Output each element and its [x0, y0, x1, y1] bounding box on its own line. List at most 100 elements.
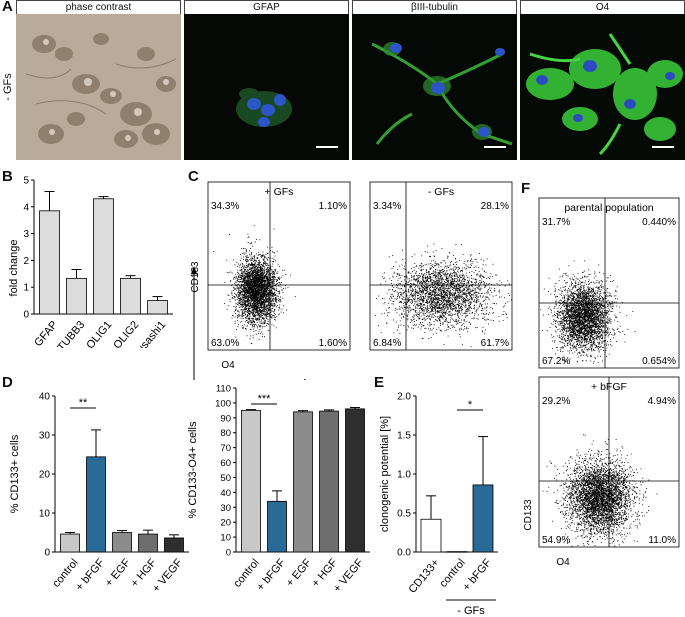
event-dot: [267, 282, 269, 284]
event-dot: [259, 263, 260, 265]
event-dot: [446, 304, 448, 306]
event-dot: [263, 336, 265, 338]
event-dot: [438, 304, 440, 306]
event-dot: [246, 279, 248, 281]
event-dot: [266, 284, 267, 286]
event-dot: [240, 272, 242, 274]
event-dot: [244, 275, 246, 277]
event-dot: [415, 280, 417, 282]
event-dot: [260, 273, 262, 275]
event-dot: [238, 288, 240, 290]
event-dot: [457, 323, 459, 324]
event-dot: [272, 282, 274, 284]
event-dot: [240, 302, 242, 304]
event-dot: [248, 317, 250, 319]
event-dot: [455, 304, 457, 306]
event-dot: [433, 305, 435, 306]
event-dot: [246, 298, 248, 300]
event-dot: [270, 292, 271, 294]
event-dot: [260, 293, 262, 295]
event-dot: [264, 322, 266, 324]
event-dot: [261, 279, 263, 281]
event-dot: [441, 316, 443, 318]
event-dot: [428, 295, 430, 297]
event-dot: [238, 276, 239, 278]
event-dot: [433, 270, 435, 272]
event-dot: [406, 295, 408, 297]
event-dot: [248, 307, 250, 309]
event-dot: [445, 300, 447, 302]
event-dot: [253, 282, 255, 284]
event-dot: [247, 283, 249, 285]
event-dot: [238, 294, 240, 296]
event-dot: [238, 290, 239, 292]
event-dot: [252, 273, 254, 275]
event-dot: [252, 276, 254, 278]
event-dot: [273, 303, 275, 304]
event-dot: [238, 298, 240, 300]
event-dot: [253, 291, 255, 293]
event-dot: [250, 268, 252, 270]
event-dot: [262, 282, 264, 284]
event-dot: [256, 304, 258, 306]
event-dot: [262, 295, 264, 297]
event-dot: [248, 310, 250, 312]
event-dot: [235, 303, 237, 305]
event-dot: [245, 266, 247, 268]
event-dot: [236, 289, 238, 291]
event-dot: [257, 289, 259, 291]
event-dot: [261, 307, 262, 309]
event-dot: [412, 296, 414, 298]
event-dot: [407, 300, 409, 302]
event-dot: [455, 286, 457, 288]
event-dot: [267, 301, 269, 302]
event-dot: [480, 296, 482, 298]
event-dot: [235, 308, 237, 310]
event-dot: [427, 279, 429, 281]
event-dot: [267, 294, 268, 295]
event-dot: [404, 290, 406, 292]
event-dot: [249, 338, 251, 340]
event-dot: [260, 275, 262, 277]
event-dot: [256, 306, 258, 308]
event-dot: [257, 262, 259, 264]
event-dot: [262, 268, 263, 270]
event-dot: [482, 331, 484, 333]
event-dot: [418, 293, 420, 294]
event-dot: [257, 307, 259, 309]
event-dot: [257, 301, 259, 303]
event-dot: [255, 286, 257, 288]
event-dot: [254, 322, 256, 324]
event-dot: [445, 281, 447, 283]
event-dot: [249, 259, 251, 261]
event-dot: [257, 278, 259, 279]
event-dot: [470, 346, 472, 348]
event-dot: [245, 257, 247, 259]
event-dot: [416, 265, 418, 267]
event-dot: [249, 268, 251, 270]
event-dot: [417, 286, 418, 288]
event-dot: [421, 289, 423, 291]
event-dot: [260, 266, 262, 268]
event-dot: [438, 290, 440, 292]
event-dot: [267, 272, 268, 274]
event-dot: [263, 297, 264, 299]
event-dot: [239, 293, 241, 295]
event-dot: [262, 287, 264, 289]
event-dot: [262, 280, 264, 282]
event-dot: [251, 264, 253, 266]
event-dot: [266, 323, 268, 325]
event-dot: [479, 302, 481, 304]
event-dot: [265, 275, 267, 277]
event-dot: [249, 287, 251, 289]
event-dot: [252, 304, 254, 306]
event-dot: [273, 252, 275, 253]
event-dot: [479, 276, 481, 278]
event-dot: [429, 324, 431, 326]
event-dot: [486, 292, 488, 294]
event-dot: [256, 305, 258, 307]
event-dot: [455, 321, 457, 323]
event-dot: [457, 304, 459, 306]
event-dot: [265, 312, 267, 314]
event-dot: [476, 294, 478, 296]
